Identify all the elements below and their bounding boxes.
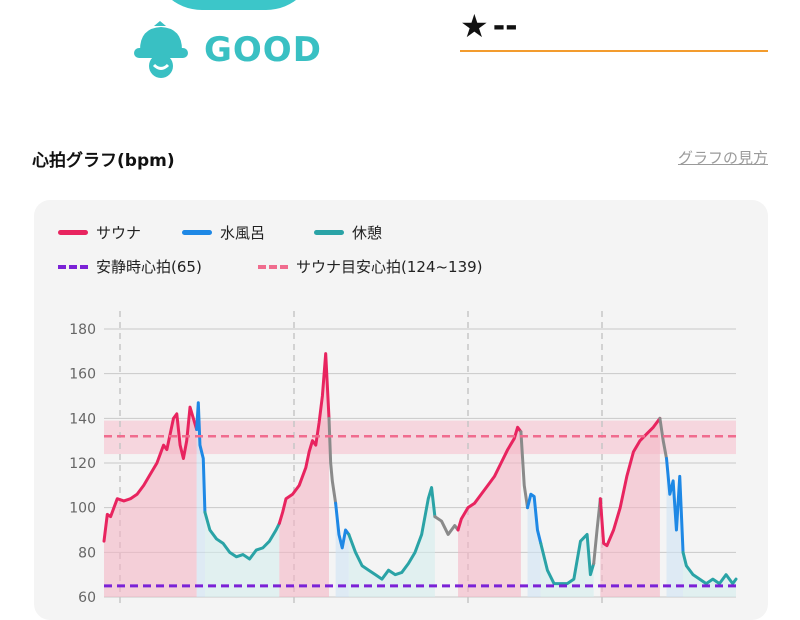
sauna-hat-icon bbox=[132, 20, 190, 80]
y-tick-label: 140 bbox=[69, 411, 96, 427]
series-area bbox=[104, 407, 197, 597]
chart-card: サウナ 水風呂 休憩 安静時心拍(65) サウナ目安心拍(124~139) 60… bbox=[34, 200, 768, 620]
series-line bbox=[433, 515, 460, 536]
y-tick-label: 160 bbox=[69, 367, 96, 383]
legend-label: サウナ目安心拍(124~139) bbox=[296, 258, 483, 276]
legend-item-rest: 休憩 bbox=[314, 222, 382, 243]
graph-help-link[interactable]: グラフの見方 bbox=[677, 149, 768, 167]
y-tick-label: 60 bbox=[78, 590, 96, 606]
series-line bbox=[334, 501, 351, 550]
series-area bbox=[458, 427, 521, 597]
y-tick-label: 120 bbox=[69, 456, 96, 472]
series-area bbox=[348, 487, 435, 597]
series-line bbox=[592, 497, 602, 565]
legend-swatch bbox=[182, 230, 212, 235]
series-area bbox=[196, 402, 205, 597]
legend-label: 休憩 bbox=[352, 224, 383, 242]
series-line bbox=[681, 550, 738, 586]
series-line bbox=[658, 416, 669, 461]
status-label: GOOD bbox=[204, 30, 322, 70]
top-arc-decoration bbox=[152, 0, 316, 10]
legend-swatch bbox=[58, 230, 88, 235]
series-line bbox=[665, 457, 685, 554]
series-line bbox=[526, 492, 543, 545]
series-line bbox=[598, 416, 662, 548]
graph-title: 心拍グラフ(bpm) bbox=[32, 151, 175, 171]
series-area bbox=[600, 418, 660, 597]
legend-label: 水風呂 bbox=[220, 224, 266, 242]
legend-dash bbox=[58, 264, 88, 269]
rating-field[interactable]: ★ -- bbox=[460, 2, 768, 52]
series-line bbox=[539, 532, 596, 586]
star-icon: ★ bbox=[460, 7, 489, 45]
y-tick-label: 80 bbox=[78, 545, 96, 561]
condition-status: GOOD bbox=[132, 20, 322, 80]
series-line bbox=[195, 401, 207, 514]
y-tick-label: 100 bbox=[69, 501, 96, 517]
legend-item-target-hr: サウナ目安心拍(124~139) bbox=[258, 256, 483, 277]
series-line bbox=[277, 352, 331, 525]
series-area bbox=[683, 552, 736, 597]
legend-item-resting-hr: 安静時心拍(65) bbox=[58, 256, 202, 277]
legend-dash bbox=[258, 264, 288, 269]
legend-swatch bbox=[314, 230, 344, 235]
series-line bbox=[102, 405, 199, 543]
legend-label: 安静時心拍(65) bbox=[96, 258, 202, 276]
series-area bbox=[540, 534, 594, 597]
series-line bbox=[519, 430, 530, 510]
y-tick-label: 180 bbox=[69, 322, 96, 338]
legend-item-sauna: サウナ bbox=[58, 222, 141, 243]
rating-value: -- bbox=[492, 8, 518, 44]
legend-label: サウナ bbox=[96, 224, 142, 242]
series-area bbox=[527, 494, 541, 597]
heart-rate-chart: 60 80 100 120 140 160 180 bbox=[69, 311, 738, 607]
series-area bbox=[335, 503, 349, 597]
series-area bbox=[204, 512, 280, 597]
series-line bbox=[347, 486, 437, 581]
series-line bbox=[203, 510, 281, 561]
series-line bbox=[327, 416, 338, 505]
legend-item-cold-bath: 水風呂 bbox=[182, 222, 265, 243]
